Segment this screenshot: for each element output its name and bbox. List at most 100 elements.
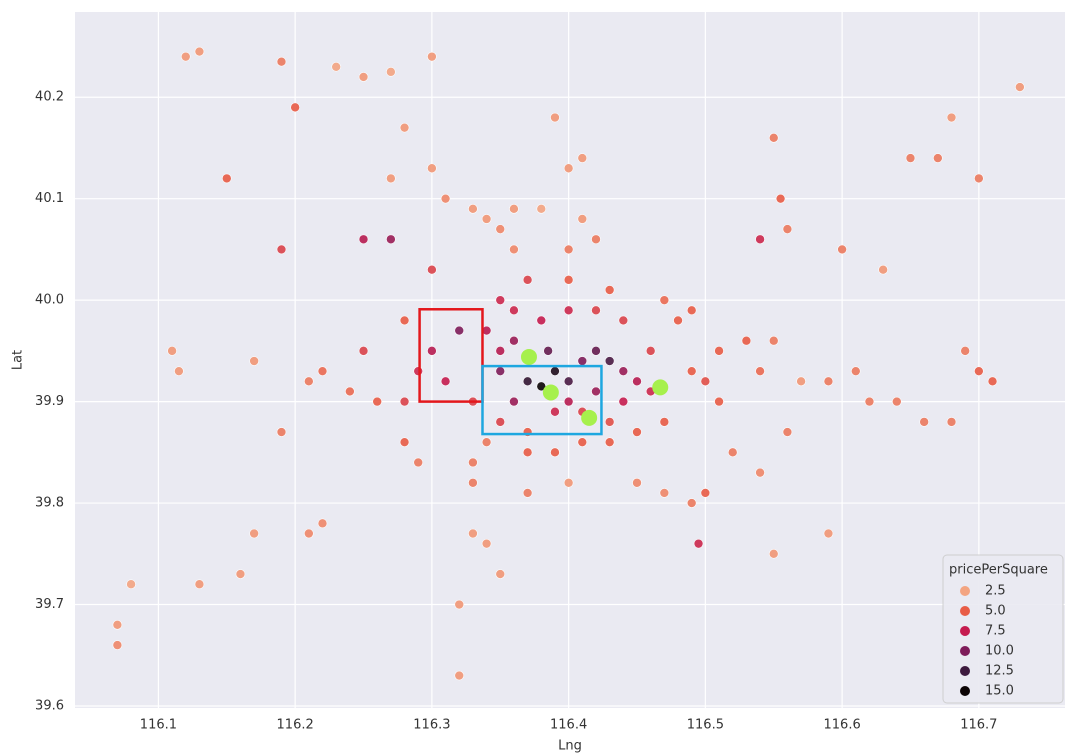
data-point xyxy=(440,193,451,204)
legend-marker xyxy=(960,606,970,616)
data-point xyxy=(563,396,574,407)
x-axis-label: Lng xyxy=(558,739,582,754)
data-point xyxy=(522,275,533,285)
data-point xyxy=(946,112,957,123)
data-point xyxy=(454,670,465,681)
data-point xyxy=(495,366,506,376)
data-point xyxy=(427,264,437,275)
legend-label: 10.0 xyxy=(985,644,1014,659)
legend-label: 2.5 xyxy=(985,584,1006,599)
data-point xyxy=(427,163,437,174)
data-point xyxy=(632,427,642,437)
data-point xyxy=(1015,82,1025,92)
data-point xyxy=(727,447,738,458)
data-point xyxy=(768,133,779,143)
data-point xyxy=(974,366,984,376)
data-point xyxy=(509,244,519,255)
x-tick-label: 116.6 xyxy=(824,718,861,733)
plot-area xyxy=(75,12,1065,708)
data-point xyxy=(495,346,506,356)
data-point xyxy=(604,285,615,295)
data-point xyxy=(276,427,287,437)
data-point xyxy=(878,264,888,275)
data-point xyxy=(563,477,574,488)
data-point xyxy=(604,356,615,366)
data-point xyxy=(632,376,642,387)
data-point xyxy=(755,366,765,376)
data-point xyxy=(837,244,847,255)
data-point xyxy=(755,234,765,245)
data-point xyxy=(782,427,793,437)
data-point xyxy=(700,376,711,387)
highlight-box xyxy=(418,308,484,403)
data-point xyxy=(714,346,724,356)
data-point xyxy=(933,153,943,163)
data-point xyxy=(563,163,574,174)
data-point xyxy=(331,61,341,72)
data-point xyxy=(673,315,683,326)
data-point xyxy=(399,437,410,447)
data-point xyxy=(987,376,998,387)
data-point xyxy=(126,579,136,590)
data-point xyxy=(755,467,765,478)
data-point xyxy=(768,335,779,346)
data-point xyxy=(563,275,574,285)
data-point xyxy=(536,315,547,326)
data-point xyxy=(112,620,123,630)
data-point xyxy=(468,528,478,539)
data-point xyxy=(454,599,465,610)
data-point xyxy=(946,417,957,427)
data-point xyxy=(112,640,123,650)
data-point xyxy=(550,406,560,417)
data-point xyxy=(522,447,533,458)
data-point xyxy=(700,488,711,498)
data-point xyxy=(591,305,601,316)
legend-marker xyxy=(960,646,970,656)
data-point xyxy=(413,366,424,376)
data-point xyxy=(358,72,369,82)
data-point xyxy=(386,234,396,245)
data-point xyxy=(618,315,629,326)
data-point xyxy=(345,386,355,397)
data-point xyxy=(550,447,560,458)
highlight-point xyxy=(652,379,669,396)
data-point xyxy=(399,122,410,133)
legend-label: 15.0 xyxy=(985,684,1014,699)
data-point xyxy=(427,346,437,356)
x-tick-label: 116.3 xyxy=(413,718,450,733)
data-point xyxy=(180,51,191,62)
legend-marker xyxy=(960,626,970,636)
data-point xyxy=(659,295,670,305)
data-point xyxy=(543,346,553,356)
data-point xyxy=(645,346,656,356)
data-point xyxy=(317,518,328,529)
data-point xyxy=(481,214,492,224)
data-point xyxy=(194,46,205,57)
legend-marker xyxy=(960,686,970,696)
highlight-box xyxy=(481,364,603,436)
highlight-point xyxy=(520,348,537,365)
data-point xyxy=(495,417,506,427)
data-point xyxy=(221,173,232,184)
data-point xyxy=(468,457,478,468)
data-point xyxy=(290,102,300,113)
highlight-point xyxy=(542,384,559,401)
data-point xyxy=(399,396,410,407)
data-point xyxy=(563,376,574,387)
data-point xyxy=(550,366,560,376)
data-point xyxy=(618,366,629,376)
data-point xyxy=(304,528,314,539)
legend-label: 5.0 xyxy=(985,604,1006,619)
data-point xyxy=(591,234,601,245)
x-tick-label: 116.7 xyxy=(960,718,997,733)
data-point xyxy=(304,376,314,387)
data-point xyxy=(509,305,519,316)
y-tick-label: 39.8 xyxy=(35,496,64,511)
data-point xyxy=(167,346,177,356)
data-point xyxy=(174,366,184,376)
data-point xyxy=(796,376,806,387)
data-point xyxy=(399,315,410,326)
x-tick-label: 116.1 xyxy=(140,718,177,733)
data-point xyxy=(686,366,697,376)
